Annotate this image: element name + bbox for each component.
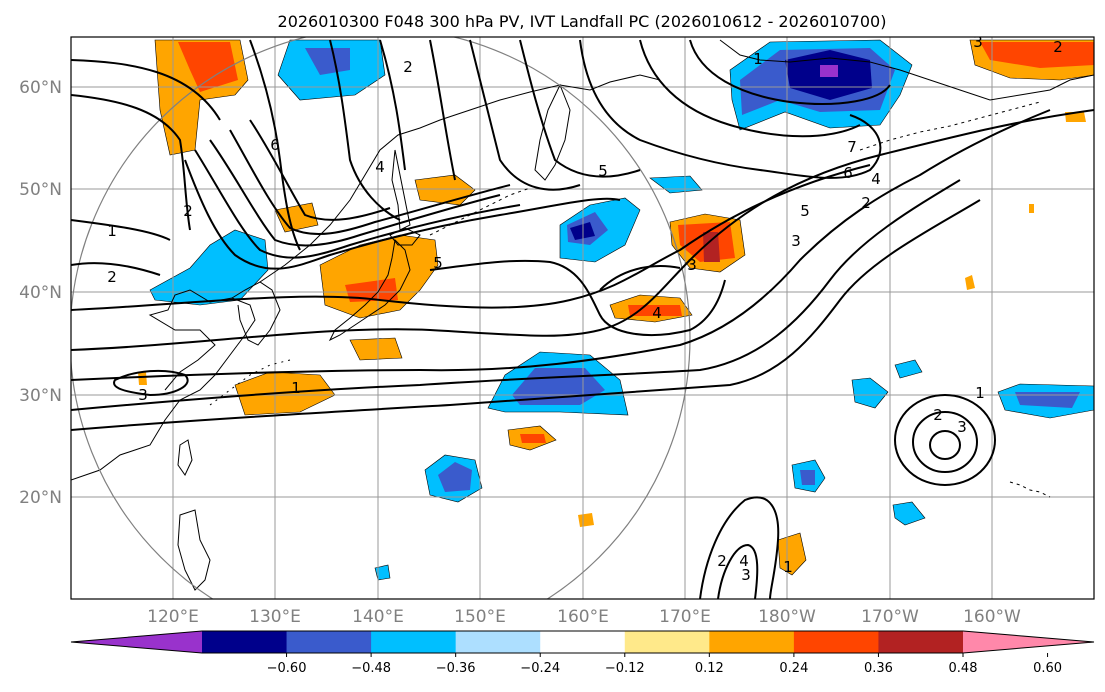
contour-label: 3 xyxy=(687,256,697,274)
lon-label: 130°E xyxy=(249,607,301,627)
lon-label: 180°W xyxy=(758,607,816,627)
contour-label: 4 xyxy=(652,304,662,322)
lat-label: 30°N xyxy=(19,386,62,406)
map-frame xyxy=(70,36,1095,600)
contour-label: 5 xyxy=(800,202,810,220)
lon-label: 160°W xyxy=(963,607,1021,627)
contour-label: 2 xyxy=(403,58,413,76)
contour-label: 1 xyxy=(107,222,117,240)
contour-label: 2 xyxy=(107,268,117,286)
contour-label: 7 xyxy=(847,138,857,156)
contour-label: 5 xyxy=(598,162,608,180)
lat-label: 50°N xyxy=(19,180,62,200)
contour-label: 2 xyxy=(183,202,193,220)
colorbar-cell xyxy=(202,631,288,653)
contour-label: 1 xyxy=(753,50,763,68)
coastlines xyxy=(71,39,1094,591)
colorbar-cell xyxy=(624,631,710,653)
contour-label: 3 xyxy=(973,33,983,51)
colorbar-cell xyxy=(540,631,626,653)
colorbar-cell xyxy=(709,631,795,653)
colorbar-tick-label: 0.60 xyxy=(1033,661,1062,676)
colorbar-outline xyxy=(70,630,1095,654)
colorbar-cell xyxy=(963,631,1094,653)
contour-label: 3 xyxy=(138,386,148,404)
colorbar-tick-label: −0.24 xyxy=(520,661,560,676)
reference-circle xyxy=(71,37,691,599)
colorbar-cell xyxy=(371,631,457,653)
contour-labels: 1 2 3 1 2 6 4 5 2 5 4 3 1 7 6 4 5 2 3 2 … xyxy=(107,33,1063,584)
colorbar-tick-label: 0.36 xyxy=(864,661,893,676)
contour-label: 1 xyxy=(975,384,985,402)
contour-label: 4 xyxy=(739,552,749,570)
contour-label: 3 xyxy=(741,566,751,584)
contour-label: 5 xyxy=(433,254,443,272)
lat-label: 40°N xyxy=(19,283,62,303)
colorbar-tick-label: 0.24 xyxy=(779,661,808,676)
contour-label: 6 xyxy=(843,164,853,182)
colorbar-cell xyxy=(71,631,202,653)
colorbar-cell xyxy=(793,631,879,653)
contour-label: 3 xyxy=(791,232,801,250)
lon-label: 160°E xyxy=(557,607,609,627)
lon-label: 170°W xyxy=(861,607,919,627)
contour-label: 4 xyxy=(871,170,881,188)
colorbar-tick-label: −0.60 xyxy=(267,661,307,676)
lat-label: 20°N xyxy=(19,488,62,508)
lon-label: 150°E xyxy=(454,607,506,627)
contour-label: 2 xyxy=(717,552,727,570)
longitude-labels: 120°E 130°E 140°E 150°E 160°E 170°E 180°… xyxy=(147,607,1021,627)
colorbar-tick-label: 0.48 xyxy=(949,661,978,676)
ivt-contours xyxy=(71,39,1094,599)
colorbar-cell xyxy=(286,631,372,653)
lon-label: 170°E xyxy=(659,607,711,627)
colorbar-cell xyxy=(455,631,541,653)
contour-label: 4 xyxy=(375,158,385,176)
contour-label: 1 xyxy=(783,558,793,576)
colorbar xyxy=(70,630,1095,654)
lon-label: 120°E xyxy=(147,607,199,627)
colorbar-tick-label: −0.36 xyxy=(436,661,476,676)
latitude-labels: 60°N 50°N 40°N 30°N 20°N xyxy=(19,78,62,508)
colorbar-ticks: −0.60 −0.48 −0.36 −0.24 −0.12 0.12 0.24 0.36 0.4… xyxy=(267,653,1062,676)
map-title: 2026010300 F048 300 hPa PV, IVT Landfall… xyxy=(278,12,887,31)
colorbar-tick-label: 0.12 xyxy=(695,661,724,676)
lat-label: 60°N xyxy=(19,78,62,98)
contour-label: 1 xyxy=(291,379,301,397)
lon-label: 140°E xyxy=(352,607,404,627)
colorbar-cell xyxy=(878,631,964,653)
contour-label: 6 xyxy=(270,136,280,154)
contour-label: 3 xyxy=(957,418,967,436)
contour-label: 2 xyxy=(861,194,871,212)
contour-label: 2 xyxy=(933,406,943,424)
colorbar-tick-label: −0.12 xyxy=(605,661,645,676)
colorbar-tick-label: −0.48 xyxy=(351,661,391,676)
contour-label: 2 xyxy=(1053,38,1063,56)
